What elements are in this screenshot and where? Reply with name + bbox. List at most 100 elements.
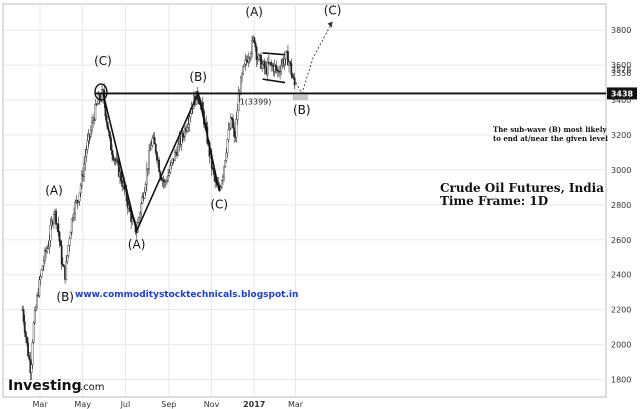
candle-body	[145, 169, 148, 185]
x-tick-label: Mar	[288, 400, 304, 409]
candle-body	[36, 295, 38, 308]
candle-body	[143, 192, 146, 199]
x-tick-label: May	[74, 400, 91, 409]
candle-body	[107, 128, 110, 133]
candle-body	[270, 61, 273, 65]
candle-body	[38, 279, 41, 296]
candle-body	[92, 120, 94, 123]
candle-body	[222, 175, 224, 181]
level-badge	[607, 87, 637, 100]
candle-body	[273, 65, 276, 72]
candle-body	[41, 265, 44, 271]
note-line-2: to end at/near the given level	[493, 134, 608, 143]
x-tick-label: 2017	[243, 400, 265, 409]
candle-body	[220, 180, 223, 188]
candle-body	[96, 103, 99, 106]
candle-body	[94, 104, 97, 121]
candle-body	[256, 59, 259, 61]
candle-body	[46, 248, 49, 253]
candle-body	[59, 241, 62, 246]
y-tick-label: 2200	[611, 306, 631, 315]
brand-suffix: .com	[80, 382, 105, 393]
candle-body	[138, 217, 140, 223]
candle-body	[239, 77, 242, 95]
candle-body	[276, 70, 279, 72]
candle-body	[140, 203, 143, 214]
x-tick-label: Jul	[120, 400, 131, 409]
candle-body	[266, 61, 269, 74]
candle-body	[139, 212, 141, 218]
wave-label: (C)	[94, 54, 112, 68]
candle-body	[188, 116, 191, 125]
price-label: 3556	[611, 69, 631, 78]
wave-label: (B)	[56, 290, 74, 304]
wave-label: (C)	[210, 197, 228, 211]
candle-body	[141, 196, 144, 204]
candle-body	[284, 51, 287, 60]
candle-body	[22, 309, 25, 322]
target-box	[293, 94, 308, 100]
candlestick-series	[21, 34, 296, 381]
candle-body	[58, 231, 61, 242]
y-tick-label: 1800	[611, 376, 631, 385]
projection-line	[291, 21, 333, 95]
candle-body	[151, 137, 154, 146]
x-tick-label: Sep	[161, 400, 176, 409]
candle-body	[80, 174, 83, 186]
candle-body	[148, 150, 150, 169]
y-tick-label: 3600	[611, 61, 631, 70]
plot-frame	[2, 3, 607, 398]
candle-body	[279, 71, 281, 73]
candle-body	[24, 332, 27, 338]
candle-body	[78, 192, 81, 202]
candle-body	[110, 137, 112, 151]
y-tick-label: 3400	[611, 96, 631, 105]
candle-body	[89, 130, 92, 137]
wave-c-circle	[94, 83, 108, 101]
candle-body	[57, 223, 60, 233]
candle-body	[180, 132, 183, 145]
grid-lines	[2, 3, 607, 398]
candle-body	[61, 264, 64, 266]
y-tick-label: 2600	[611, 236, 631, 245]
candle-body	[228, 127, 231, 130]
candle-body	[150, 144, 153, 150]
candle-body	[182, 136, 185, 138]
candle-body	[170, 162, 173, 166]
y-tick-label: 3000	[611, 166, 631, 175]
candle-body	[259, 54, 261, 56]
candle-body	[111, 149, 114, 156]
candle-body	[39, 276, 42, 280]
candle-body	[235, 119, 238, 138]
candle-body	[42, 260, 45, 267]
candle-body	[85, 149, 88, 157]
candle-body	[47, 246, 50, 249]
candle-body	[70, 218, 73, 233]
candle-body	[44, 250, 46, 262]
candle-body	[189, 113, 192, 118]
wave-line	[262, 78, 286, 84]
candle-body	[251, 39, 253, 54]
candle-body	[233, 127, 236, 137]
level-badge-label: 3438	[611, 89, 634, 98]
candle-body	[293, 77, 296, 86]
candle-body	[79, 185, 82, 194]
candle-body	[232, 118, 234, 128]
candle-body	[52, 214, 55, 224]
candle-body	[241, 73, 243, 78]
candle-body	[32, 322, 35, 343]
y-tick-label: 2000	[611, 341, 631, 350]
candle-body	[183, 128, 186, 137]
chart-subtitle: Time Frame: 1D	[440, 194, 548, 208]
candle-body	[83, 163, 86, 177]
candle-body	[55, 210, 58, 225]
wave-label: (B)	[293, 103, 311, 117]
candle-body	[93, 119, 96, 121]
candle-body	[173, 151, 176, 162]
candle-body	[253, 37, 256, 43]
y-tick-label: 3200	[611, 131, 631, 140]
candle-body	[229, 117, 232, 129]
candle-body	[225, 152, 228, 161]
candle-body	[108, 131, 111, 139]
candle-body	[49, 224, 52, 241]
